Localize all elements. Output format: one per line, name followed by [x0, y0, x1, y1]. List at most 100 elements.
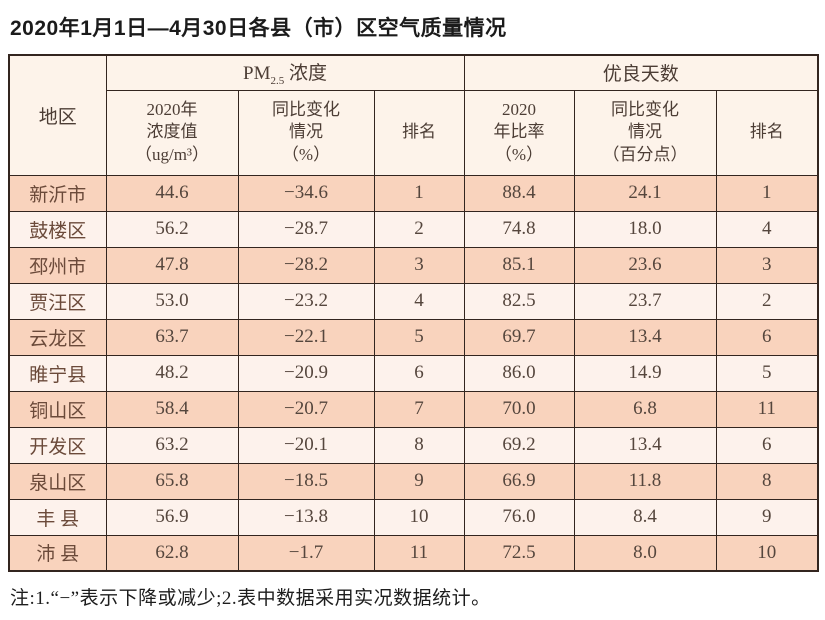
pm-value-cell: 56.2	[105, 210, 239, 248]
region-cell: 新沂市	[8, 174, 107, 212]
pm-rank-cell: 7	[373, 390, 465, 428]
region-cell: 泉山区	[8, 462, 107, 500]
header-group-row: 地区 PM2.5 浓度 优良天数	[8, 54, 819, 176]
good-change-cell: 13.4	[573, 426, 717, 464]
header-good-change: 同比变化 情况 （百分点）	[573, 89, 717, 176]
header-region: 地区	[8, 54, 107, 176]
region-cell: 鼓楼区	[8, 210, 107, 248]
pm-change-cell: −1.7	[237, 534, 375, 572]
good-change-cell: 18.0	[573, 210, 717, 248]
pm-change-cell: −23.2	[237, 282, 375, 320]
pm-change-cell: −20.1	[237, 426, 375, 464]
pm-value-cell: 47.8	[105, 246, 239, 284]
header-good-rate: 2020 年比率 （%）	[463, 89, 575, 176]
header-sub-row: 2020年 浓度值 （ug/m³） 同比变化 情况 （%） 排名 2020 年比…	[9, 89, 819, 176]
good-rate-cell: 69.7	[463, 318, 575, 356]
header-line: 2020年	[146, 100, 198, 120]
good-rank-cell: 3	[715, 246, 819, 284]
pm-rank-cell: 5	[373, 318, 465, 356]
table-row: 鼓楼区 56.2 −28.7 2 74.8 18.0 4	[8, 210, 819, 248]
good-change-cell: 8.0	[573, 534, 717, 572]
table-row: 铜山区 58.4 −20.7 7 70.0 6.8 11	[8, 390, 819, 428]
header-line: （ug/m³）	[134, 144, 210, 164]
header-line: 情况	[628, 122, 662, 142]
pm-value-cell: 65.8	[105, 462, 239, 500]
good-rate-cell: 69.2	[463, 426, 575, 464]
region-cell: 丰 县	[8, 498, 107, 536]
pm-change-cell: −28.2	[237, 246, 375, 284]
pm-rank-cell: 9	[373, 462, 465, 500]
pm-rank-cell: 3	[373, 246, 465, 284]
good-change-cell: 23.7	[573, 282, 717, 320]
good-change-cell: 13.4	[573, 318, 717, 356]
region-cell: 开发区	[8, 426, 107, 464]
good-rate-cell: 88.4	[463, 174, 575, 212]
table-body: 新沂市 44.6 −34.6 1 88.4 24.1 1 鼓楼区 56.2 −2…	[8, 174, 819, 572]
good-rank-cell: 4	[715, 210, 819, 248]
table-row: 新沂市 44.6 −34.6 1 88.4 24.1 1	[8, 174, 819, 212]
pm-rank-cell: 6	[373, 354, 465, 392]
page-title: 2020年1月1日—4月30日各县（市）区空气质量情况	[10, 17, 507, 40]
pm-rank-cell: 2	[373, 210, 465, 248]
pm-change-cell: −28.7	[237, 210, 375, 248]
region-cell: 沛 县	[8, 534, 107, 572]
pm-change-cell: −13.8	[237, 498, 375, 536]
table-row: 丰 县 56.9 −13.8 10 76.0 8.4 9	[8, 498, 819, 536]
pm-rank-cell: 8	[373, 426, 465, 464]
good-rank-cell: 9	[715, 498, 819, 536]
header-pm-value: 2020年 浓度值 （ug/m³）	[105, 89, 239, 176]
good-rank-cell: 11	[715, 390, 819, 428]
good-rank-cell: 6	[715, 318, 819, 356]
good-change-cell: 24.1	[573, 174, 717, 212]
table-row: 泉山区 65.8 −18.5 9 66.9 11.8 8	[8, 462, 819, 500]
pm-value-cell: 62.8	[105, 534, 239, 572]
header-line: 浓度值	[146, 122, 198, 142]
pm-change-cell: −18.5	[237, 462, 375, 500]
good-rate-cell: 66.9	[463, 462, 575, 500]
pm-change-cell: −20.9	[237, 354, 375, 392]
region-cell: 邳州市	[8, 246, 107, 284]
region-cell: 铜山区	[8, 390, 107, 428]
pm25-label: PM	[243, 63, 271, 85]
region-cell: 云龙区	[8, 318, 107, 356]
good-change-cell: 8.4	[573, 498, 717, 536]
pm-value-cell: 58.4	[105, 390, 239, 428]
table-row: 云龙区 63.7 −22.1 5 69.7 13.4 6	[8, 318, 819, 356]
header-line: 年比率	[493, 122, 545, 142]
pm-value-cell: 53.0	[105, 282, 239, 320]
pm-value-cell: 63.2	[105, 426, 239, 464]
region-cell: 贾汪区	[8, 282, 107, 320]
header-line: （百分点）	[602, 144, 688, 164]
header-good-rank: 排名	[715, 89, 819, 176]
header-good-days-group: 优良天数	[463, 54, 819, 91]
good-change-cell: 6.8	[573, 390, 717, 428]
good-rate-cell: 86.0	[463, 354, 575, 392]
region-cell: 睢宁县	[8, 354, 107, 392]
header-pm-rank: 排名	[373, 89, 465, 176]
pm-rank-cell: 1	[373, 174, 465, 212]
pm-value-cell: 48.2	[105, 354, 239, 392]
good-rate-cell: 76.0	[463, 498, 575, 536]
pm25-subscript: 2.5	[270, 75, 285, 88]
good-rank-cell: 1	[715, 174, 819, 212]
table-row: 贾汪区 53.0 −23.2 4 82.5 23.7 2	[8, 282, 819, 320]
good-rate-cell: 70.0	[463, 390, 575, 428]
good-change-cell: 23.6	[573, 246, 717, 284]
header-line: 2020	[502, 100, 536, 120]
pm-value-cell: 63.7	[105, 318, 239, 356]
pm-value-cell: 44.6	[105, 174, 239, 212]
pm-rank-cell: 10	[373, 498, 465, 536]
header-line: （%）	[494, 144, 544, 164]
header-line: 情况	[289, 122, 323, 142]
good-rate-cell: 82.5	[463, 282, 575, 320]
header-line: 同比变化	[272, 100, 340, 120]
good-rank-cell: 5	[715, 354, 819, 392]
header-pm25-group: PM2.5 浓度	[105, 54, 465, 91]
good-rank-cell: 8	[715, 462, 819, 500]
pm-rank-cell: 11	[373, 534, 465, 572]
good-rank-cell: 10	[715, 534, 819, 572]
table-row: 开发区 63.2 −20.1 8 69.2 13.4 6	[8, 426, 819, 464]
good-rate-cell: 72.5	[463, 534, 575, 572]
table-row: 邳州市 47.8 −28.2 3 85.1 23.6 3	[8, 246, 819, 284]
pm-change-cell: −22.1	[237, 318, 375, 356]
